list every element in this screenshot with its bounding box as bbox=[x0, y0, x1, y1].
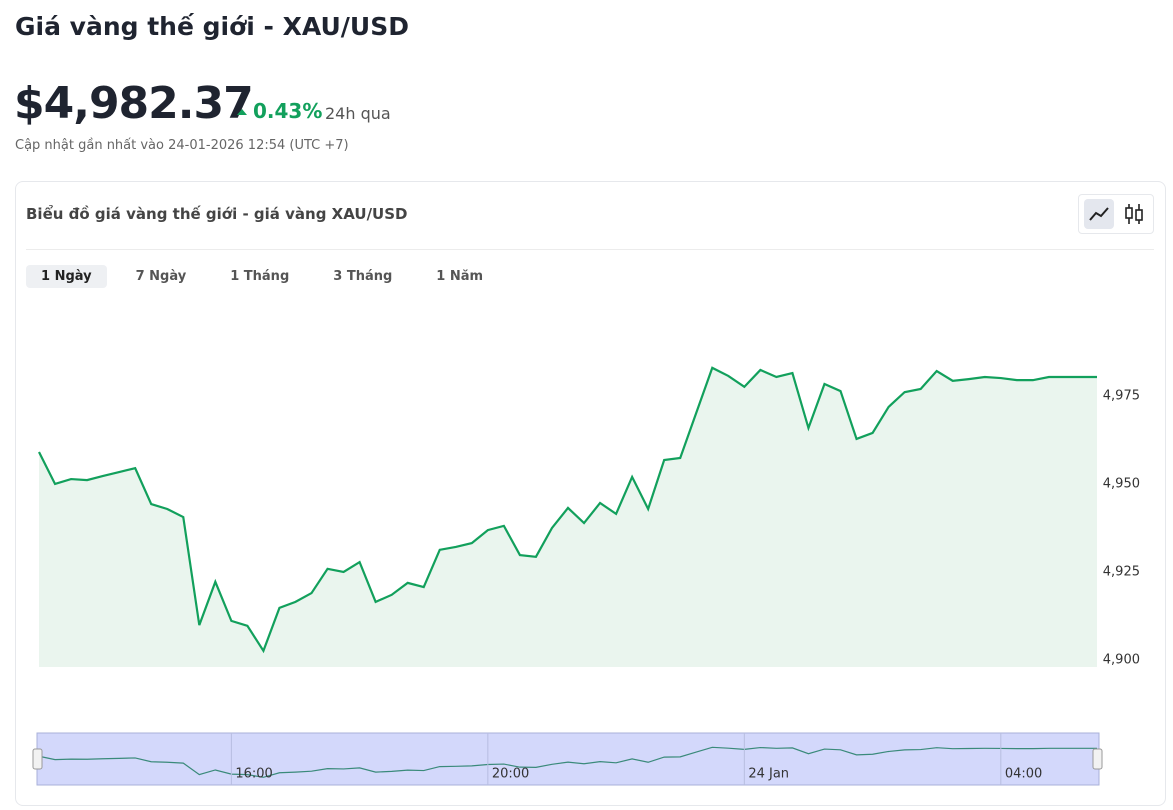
candle-mode-button[interactable] bbox=[1125, 204, 1143, 224]
range-tab[interactable]: 3 Tháng bbox=[333, 269, 393, 284]
card-title: Biểu đồ giá vàng thế giới - giá vàng XAU… bbox=[26, 205, 408, 223]
change-period: 24h qua bbox=[325, 104, 391, 123]
y-tick-label: 4,950 bbox=[1103, 476, 1140, 491]
y-tick-label: 4,975 bbox=[1103, 388, 1140, 403]
navigator-handle[interactable] bbox=[32, 748, 43, 770]
range-tab[interactable]: 1 Năm bbox=[436, 269, 484, 284]
navigator-line bbox=[38, 746, 1097, 778]
range-tab[interactable]: 1 Tháng bbox=[230, 269, 290, 284]
navigator-handle[interactable] bbox=[1092, 748, 1103, 770]
line-icon bbox=[1089, 207, 1109, 221]
price-line bbox=[38, 366, 1097, 654]
separator bbox=[26, 249, 1154, 250]
navigator bbox=[36, 732, 1100, 786]
range-tabs: 1 Ngày 7 Ngày 1 Tháng 3 Tháng 1 Năm bbox=[26, 265, 512, 288]
navigator-label: 24 Jan bbox=[748, 767, 789, 782]
y-tick-label: 4,925 bbox=[1103, 564, 1140, 579]
area bbox=[39, 367, 1097, 667]
page-title: Giá vàng thế giới - XAU/USD bbox=[15, 12, 409, 41]
chart-card bbox=[15, 181, 1166, 806]
chart-type-switch bbox=[1078, 194, 1154, 234]
navigator-label: 04:00 bbox=[1005, 767, 1042, 782]
price-change: 0.43% bbox=[237, 99, 322, 123]
update-time: Cập nhật gần nhất vào 24-01-2026 12:54 (… bbox=[15, 138, 349, 153]
navigator-label: 16:00 bbox=[235, 767, 272, 782]
y-tick-label: 4,900 bbox=[1103, 652, 1140, 667]
price: $4,982.37 bbox=[14, 78, 254, 129]
range-tab[interactable]: 7 Ngày bbox=[135, 269, 187, 284]
navigator-label: 20:00 bbox=[492, 767, 529, 782]
switch-icons bbox=[1084, 199, 1143, 229]
range-tab[interactable]: 1 Ngày bbox=[26, 265, 107, 288]
